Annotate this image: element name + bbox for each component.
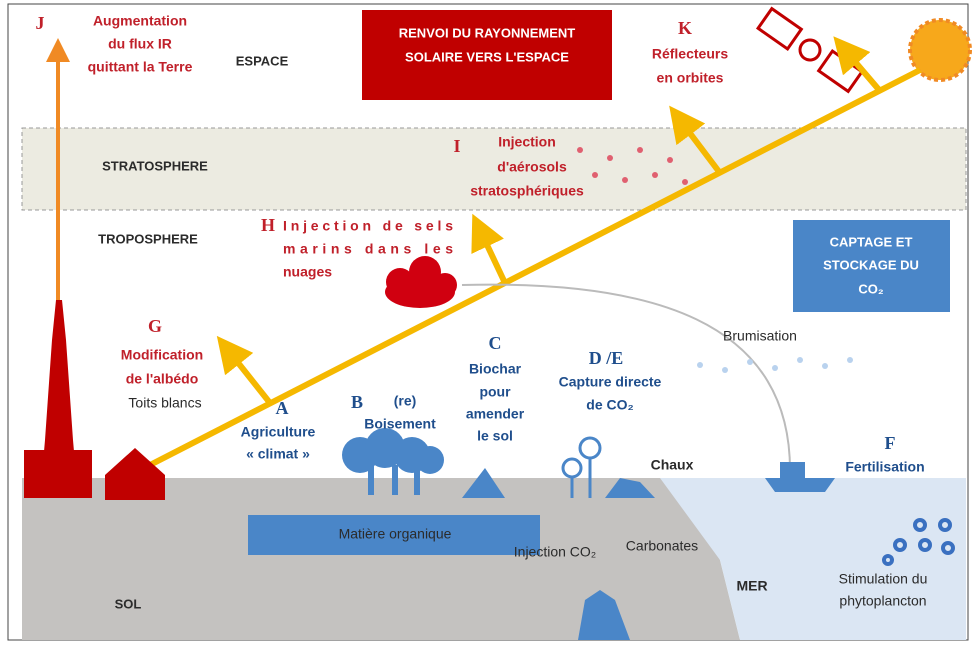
letter: B xyxy=(351,392,363,412)
box-text: RENVOI DU RAYONNEMENT xyxy=(399,25,576,40)
letter: A xyxy=(276,398,289,418)
label: amender xyxy=(466,406,525,422)
zone-label: MER xyxy=(736,578,767,594)
letter: I xyxy=(453,136,460,156)
label: Agriculture xyxy=(241,424,316,440)
label: Capture directe xyxy=(559,374,662,390)
box-text: CO₂ xyxy=(858,281,884,296)
label: Fertilisation xyxy=(845,459,924,475)
label: Injection CO₂ xyxy=(514,544,596,560)
label: phytoplancton xyxy=(839,593,926,609)
letter: K xyxy=(678,18,692,38)
letter: C xyxy=(489,333,502,353)
page: {"zones": {"space": "ESPACE", "stratosph… xyxy=(0,0,976,646)
label: le sol xyxy=(477,428,513,444)
label: Injection xyxy=(498,134,556,150)
letter: G xyxy=(148,316,162,336)
label: Matière organique xyxy=(339,526,452,542)
label: stratosphériques xyxy=(470,183,584,199)
label: Boisement xyxy=(364,416,436,432)
label: de CO₂ xyxy=(586,397,633,413)
box-text: SOLAIRE VERS L'ESPACE xyxy=(405,49,569,64)
label: (re) xyxy=(394,393,417,409)
label: Modification xyxy=(121,347,203,363)
zone-label: SOL xyxy=(115,596,142,611)
label: Chaux xyxy=(651,457,694,473)
ground xyxy=(22,478,740,640)
boat-cabin xyxy=(780,462,805,478)
label: « climat » xyxy=(246,446,310,462)
label: de l'albédo xyxy=(126,371,199,387)
zone-label: TROPOSPHERE xyxy=(98,231,198,246)
boat xyxy=(765,478,835,492)
label: Réflecteurs xyxy=(652,46,728,62)
label: Augmentation xyxy=(93,13,187,29)
zone-label: STRATOSPHERE xyxy=(102,158,208,173)
letter: J xyxy=(36,13,45,33)
label: du flux IR xyxy=(108,36,172,52)
label: Carbonates xyxy=(626,538,698,554)
label: Stimulation du xyxy=(839,571,928,587)
label: en orbites xyxy=(657,70,724,86)
label: pour xyxy=(479,384,511,400)
label: quittant la Terre xyxy=(88,59,193,75)
label: Biochar xyxy=(469,361,522,377)
label: Brumisation xyxy=(723,328,797,344)
tower-base xyxy=(24,450,92,498)
label: Toits blancs xyxy=(128,395,201,411)
zone-label: ESPACE xyxy=(236,53,289,68)
letter: F xyxy=(885,433,896,453)
box-text: CAPTAGE ET xyxy=(830,234,913,249)
label: d'aérosols xyxy=(497,159,567,175)
box-text: STOCKAGE DU xyxy=(823,257,919,272)
letter: H xyxy=(261,215,275,235)
diagram: J Augmentation du flux IR quittant la Te… xyxy=(0,0,976,646)
label: nuages xyxy=(283,264,332,280)
letter: D /E xyxy=(589,348,624,368)
